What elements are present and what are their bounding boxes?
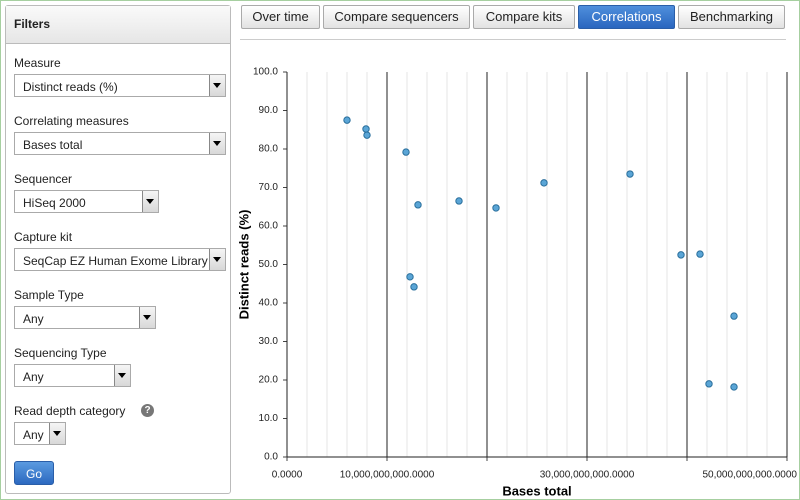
dropdown-arrow bbox=[114, 365, 130, 386]
dropdown[interactable]: Bases total bbox=[14, 132, 226, 155]
data-point bbox=[455, 197, 463, 205]
x-tick-label: 0.0000 bbox=[272, 470, 303, 481]
x-tick-label: 50,000,000,000.0000 bbox=[702, 470, 797, 481]
x-tick-label: 30,000,000,000.0000 bbox=[540, 470, 635, 481]
y-tick-label: 70.0 bbox=[259, 182, 279, 193]
field-label: Sample Type bbox=[14, 288, 84, 302]
dropdown-arrow bbox=[209, 75, 225, 96]
data-point bbox=[343, 116, 351, 124]
y-tick-label: 90.0 bbox=[259, 105, 279, 116]
dropdown-value: SeqCap EZ Human Exome Library bbox=[23, 254, 208, 268]
dropdown[interactable]: Any bbox=[14, 306, 156, 329]
y-tick-label: 60.0 bbox=[259, 221, 279, 232]
data-point bbox=[406, 273, 414, 281]
dropdown-arrow bbox=[209, 249, 225, 270]
y-tick-label: 40.0 bbox=[259, 298, 279, 309]
field-label: Measure bbox=[14, 56, 61, 70]
dropdown-value: Any bbox=[23, 370, 44, 384]
dropdown-arrow bbox=[49, 423, 65, 444]
data-point bbox=[540, 179, 548, 187]
tab[interactable]: Benchmarking bbox=[678, 5, 785, 29]
y-tick-label: 50.0 bbox=[259, 259, 279, 270]
dropdown-arrow bbox=[142, 191, 158, 212]
y-tick-label: 10.0 bbox=[259, 413, 279, 424]
dropdown-value: Bases total bbox=[23, 138, 83, 152]
data-point bbox=[626, 170, 634, 178]
go-button[interactable]: Go bbox=[14, 461, 54, 485]
dropdown-value: Distinct reads (%) bbox=[23, 80, 118, 94]
tab[interactable]: Correlations bbox=[578, 5, 675, 29]
help-icon[interactable]: ? bbox=[141, 404, 154, 417]
tab-divider bbox=[240, 39, 786, 40]
y-tick-label: 20.0 bbox=[259, 375, 279, 386]
data-point bbox=[362, 125, 370, 133]
data-point bbox=[677, 251, 685, 259]
field-label: Capture kit bbox=[14, 230, 73, 244]
dropdown[interactable]: Any bbox=[14, 364, 131, 387]
data-point bbox=[696, 250, 704, 258]
tab[interactable]: Compare sequencers bbox=[323, 5, 470, 29]
y-tick-label: 0.0 bbox=[264, 452, 278, 463]
tab[interactable]: Over time bbox=[241, 5, 320, 29]
y-tick-label: 80.0 bbox=[259, 144, 279, 155]
data-point bbox=[705, 380, 713, 388]
field-label: Sequencer bbox=[14, 172, 73, 186]
panel-title: Filters bbox=[14, 17, 51, 31]
dropdown-value: Any bbox=[23, 312, 44, 326]
dropdown[interactable]: HiSeq 2000 bbox=[14, 190, 159, 213]
data-point bbox=[492, 204, 500, 212]
field-label: Read depth category bbox=[14, 404, 126, 418]
data-point bbox=[410, 283, 418, 291]
dropdown[interactable]: SeqCap EZ Human Exome Library bbox=[14, 248, 226, 271]
data-point bbox=[730, 312, 738, 320]
x-tick-label: 10,000,000,000.0000 bbox=[340, 470, 435, 481]
data-point bbox=[414, 201, 422, 209]
data-point bbox=[730, 383, 738, 391]
dropdown[interactable]: Any bbox=[14, 422, 66, 445]
dropdown[interactable]: Distinct reads (%) bbox=[14, 74, 226, 97]
y-axis-label: Distinct reads (%) bbox=[236, 210, 251, 320]
dropdown-arrow bbox=[139, 307, 155, 328]
dropdown-value: Any bbox=[23, 428, 44, 442]
y-tick-label: 30.0 bbox=[259, 336, 279, 347]
panel-header bbox=[6, 6, 230, 44]
data-point bbox=[402, 148, 410, 156]
filter-panel: Filters ? Go Measure Distinct reads (%) Co… bbox=[5, 5, 231, 494]
dropdown-arrow bbox=[209, 133, 225, 154]
x-axis-label: Bases total bbox=[502, 483, 571, 498]
field-label: Correlating measures bbox=[14, 114, 129, 128]
dropdown-value: HiSeq 2000 bbox=[23, 196, 86, 210]
y-tick-label: 100.0 bbox=[253, 67, 278, 78]
field-label: Sequencing Type bbox=[14, 346, 107, 360]
tab[interactable]: Compare kits bbox=[473, 5, 575, 29]
data-point bbox=[363, 131, 371, 139]
